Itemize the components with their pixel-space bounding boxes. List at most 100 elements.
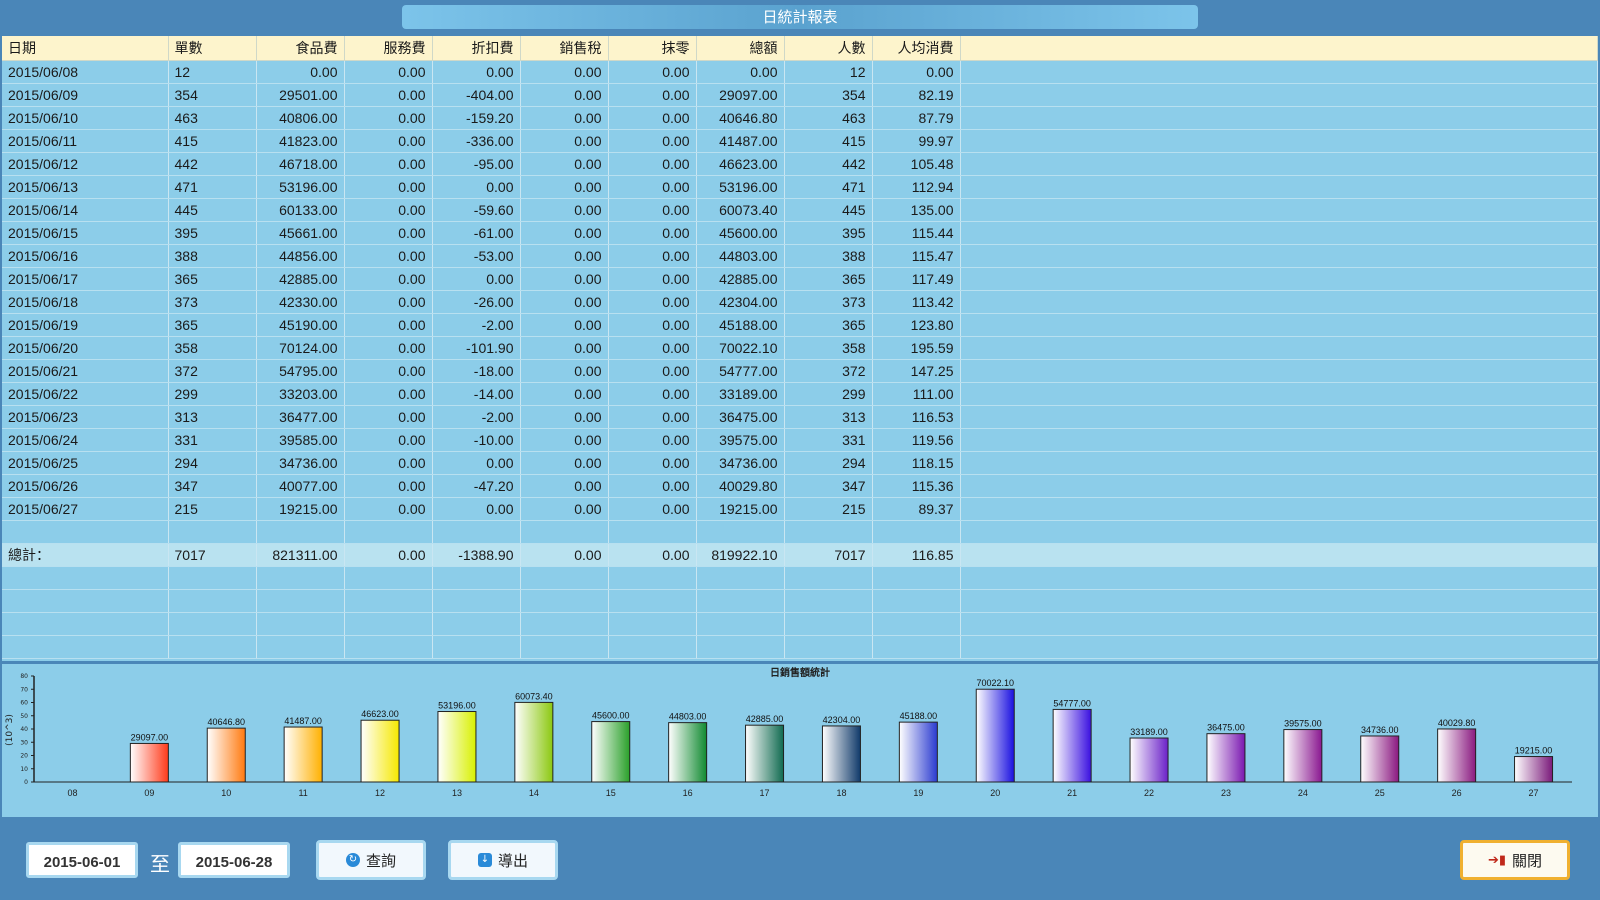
col-header-discount[interactable]: 折扣費: [432, 36, 521, 61]
table-cell: 54795.00: [256, 359, 345, 383]
table-row[interactable]: 2015/06/08 12 0.00 0.00 0.00 0.00 0.00 0.00 12 0.…: [2, 60, 1598, 84]
table-cell: 388: [168, 244, 257, 268]
table-row[interactable]: 2015/06/10 463 40806.00 0.00 -159.20 0.00 0.00…: [2, 106, 1598, 130]
col-header-date[interactable]: 日期: [2, 36, 169, 61]
table-row[interactable]: 2015/06/11 415 41823.00 0.00 -336.00 0.00 0.00…: [2, 129, 1598, 153]
table-cell: 41487.00: [696, 129, 785, 153]
table-cell: 0.00: [432, 497, 521, 521]
table-cell: 354: [784, 83, 873, 107]
header-row: 日期 單數 食品費 服務費 折扣費 銷售稅 抹零 總額 人數 人均消費: [2, 36, 1598, 61]
y-tick-label: 80: [20, 673, 28, 680]
bar-value-label: 41487.00: [284, 716, 322, 726]
table-cell: 0.00: [520, 405, 609, 429]
table-cell: 0.00: [608, 175, 697, 199]
table-row[interactable]: 2015/06/26 347 40077.00 0.00 -47.20 0.00 0.00 4…: [2, 474, 1598, 498]
table-row-empty[interactable]: [2, 612, 1598, 636]
y-tick-label: 10: [20, 766, 28, 773]
table-row[interactable]: 2015/06/20 358 70124.00 0.00 -101.90 0.00 0.00…: [2, 336, 1598, 360]
table-cell: 0.00: [608, 451, 697, 475]
table-row-empty[interactable]: [2, 566, 1598, 590]
table-cell: -2.00: [432, 313, 521, 337]
col-header-service[interactable]: 服務費: [344, 36, 433, 61]
bar: [745, 724, 785, 783]
table-cell-filler: [960, 635, 1598, 659]
table-cell: 0.00: [344, 451, 433, 475]
table-cell: 358: [784, 336, 873, 360]
close-button[interactable]: ➔▮ 關閉: [1460, 840, 1570, 880]
table-cell: 2015/06/17: [2, 267, 169, 291]
table-row[interactable]: 2015/06/23 313 36477.00 0.00 -2.00 0.00 0.00 36…: [2, 405, 1598, 429]
table-row[interactable]: 2015/06/25 294 34736.00 0.00 0.00 0.00 0.00 347…: [2, 451, 1598, 475]
query-button[interactable]: ↻ 查詢: [316, 840, 426, 880]
bar: [1437, 728, 1477, 783]
table-cell: 0.00: [608, 382, 697, 406]
table-cell: [696, 589, 785, 613]
table-cell: [2, 520, 169, 544]
table-cell: [696, 566, 785, 590]
table-cell: 45600.00: [696, 221, 785, 245]
table-cell: 116.53: [872, 405, 961, 429]
export-button[interactable]: ↓ 導出: [448, 840, 558, 880]
table-cell: 0.00: [520, 313, 609, 337]
col-header-food[interactable]: 食品費: [256, 36, 345, 61]
col-header-avg[interactable]: 人均消費: [872, 36, 961, 61]
bar-value-label: 40029.80: [1438, 718, 1476, 728]
table-cell: 372: [784, 359, 873, 383]
table-row[interactable]: 2015/06/21 372 54795.00 0.00 -18.00 0.00 0.00 5…: [2, 359, 1598, 383]
table-cell: [872, 566, 961, 590]
table-row[interactable]: 2015/06/13 471 53196.00 0.00 0.00 0.00 0.00 531…: [2, 175, 1598, 199]
table-cell: 215: [168, 497, 257, 521]
table-cell: -101.90: [432, 336, 521, 360]
date-to-input[interactable]: 2015-06-28: [178, 842, 290, 878]
table-row[interactable]: 2015/06/17 365 42885.00 0.00 0.00 0.00 0.00 428…: [2, 267, 1598, 291]
x-tick-label: 25: [1375, 788, 1385, 798]
table-cell: [872, 589, 961, 613]
table-row[interactable]: 2015/06/18 373 42330.00 0.00 -26.00 0.00 0.00 4…: [2, 290, 1598, 314]
table-row[interactable]: 2015/06/09 354 29501.00 0.00 -404.00 0.00 0.00…: [2, 83, 1598, 107]
table-row[interactable]: 2015/06/22 299 33203.00 0.00 -14.00 0.00 0.00 3…: [2, 382, 1598, 406]
table-cell: 0.00: [608, 474, 697, 498]
table-row-empty[interactable]: [2, 520, 1598, 544]
y-tick-label: 60: [20, 700, 28, 707]
table-cell: [2, 566, 169, 590]
table-cell: 115.44: [872, 221, 961, 245]
table-cell: 347: [784, 474, 873, 498]
table-row[interactable]: 2015/06/19 365 45190.00 0.00 -2.00 0.00 0.00 45…: [2, 313, 1598, 337]
sales-chart-svg: 日銷售額統計 (10^3) 0 10 20 30 40 50 60 70 80 08 29097.00 0…: [5, 666, 1572, 798]
table-row-empty[interactable]: [2, 589, 1598, 613]
table-cell: 117.49: [872, 267, 961, 291]
table-cell: 0.00: [520, 543, 609, 567]
table-row[interactable]: 2015/06/12 442 46718.00 0.00 -95.00 0.00 0.00 4…: [2, 152, 1598, 176]
x-tick-label: 09: [144, 788, 154, 798]
col-header-orders[interactable]: 單數: [168, 36, 257, 61]
date-from-input[interactable]: 2015-06-01: [26, 842, 138, 878]
table-row[interactable]: 2015/06/24 331 39585.00 0.00 -10.00 0.00 0.00 3…: [2, 428, 1598, 452]
col-header-tax[interactable]: 銷售稅: [520, 36, 609, 61]
table-cell: [872, 520, 961, 544]
col-header-total[interactable]: 總額: [696, 36, 785, 61]
table-row[interactable]: 2015/06/15 395 45661.00 0.00 -61.00 0.00 0.00 4…: [2, 221, 1598, 245]
table-cell: 總計：: [2, 543, 169, 567]
table-row-empty[interactable]: [2, 635, 1598, 659]
table-cell: 70022.10: [696, 336, 785, 360]
table-cell: 0.00: [520, 497, 609, 521]
col-header-guests[interactable]: 人數: [784, 36, 873, 61]
table-cell: [608, 635, 697, 659]
table-cell: 2015/06/13: [2, 175, 169, 199]
table-row[interactable]: 2015/06/14 445 60133.00 0.00 -59.60 0.00 0.00 6…: [2, 198, 1598, 222]
table-cell: 0.00: [520, 336, 609, 360]
table-cell: 7017: [168, 543, 257, 567]
x-tick-label: 15: [606, 788, 616, 798]
table-cell: 12: [784, 60, 873, 84]
table-cell: 2015/06/22: [2, 382, 169, 406]
table-cell: [784, 612, 873, 636]
table-cell: 135.00: [872, 198, 961, 222]
total-row[interactable]: 總計： 7017 821311.00 0.00 -1388.90 0.00 0.00 8199…: [2, 543, 1598, 567]
table-row[interactable]: 2015/06/27 215 19215.00 0.00 0.00 0.00 0.00 192…: [2, 497, 1598, 521]
table-row[interactable]: 2015/06/16 388 44856.00 0.00 -53.00 0.00 0.00 4…: [2, 244, 1598, 268]
table-cell-filler: [960, 60, 1598, 84]
col-header-rounding[interactable]: 抹零: [608, 36, 697, 61]
table-cell: [2, 635, 169, 659]
table-cell: 395: [168, 221, 257, 245]
table-cell: 39575.00: [696, 428, 785, 452]
